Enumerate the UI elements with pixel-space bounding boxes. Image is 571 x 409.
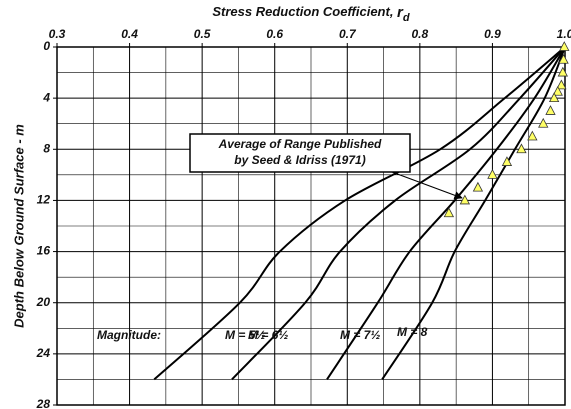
data-point [527, 130, 538, 141]
x-tick-label: 0.4 [121, 27, 138, 41]
curve-label: M = 7½ [340, 328, 380, 342]
curve [326, 46, 566, 380]
data-point [501, 156, 513, 166]
curve-label: M = 5½ [225, 328, 265, 342]
x-tick-label: 0.7 [339, 27, 357, 41]
x-tick-label: 0.6 [266, 27, 283, 41]
annotation-text: by Seed & Idriss (1971) [234, 153, 365, 167]
data-point [556, 79, 567, 90]
y-tick-label: 4 [42, 90, 50, 104]
y-axis-title: Depth Below Ground Surface - m [11, 124, 26, 328]
data-point [559, 41, 570, 51]
curve-label: M = 8 [397, 325, 428, 339]
x-tick-label: 0.8 [412, 27, 429, 41]
data-point [459, 194, 471, 205]
x-axis-title: Stress Reduction Coefficient, rd [212, 4, 410, 24]
x-tick-label: 0.3 [49, 27, 66, 41]
curve-label: M = 6½ [248, 328, 288, 342]
data-point [516, 143, 527, 154]
annotation-text: Average of Range Published [218, 137, 382, 151]
annotation-box [189, 133, 411, 173]
y-tick-label: 12 [37, 193, 51, 207]
data-point [552, 85, 563, 96]
y-tick-label: 16 [37, 244, 51, 258]
magnitude-label: Magnitude: [97, 328, 161, 342]
x-tick-label: 0.9 [484, 27, 501, 41]
data-point [443, 207, 455, 218]
y-tick-label: 0 [43, 39, 50, 53]
data-point [545, 105, 556, 115]
annotation-arrow [391, 171, 463, 200]
curve [153, 46, 566, 381]
data-point [558, 53, 569, 64]
y-tick-label: 24 [36, 346, 51, 360]
data-point [538, 117, 549, 128]
curve [381, 46, 566, 380]
data-point [557, 66, 568, 77]
x-tick-label: 0.5 [194, 27, 211, 41]
data-point [487, 169, 498, 179]
curve [231, 46, 566, 381]
y-tick-label: 28 [36, 397, 51, 409]
x-tick-label: 1.0 [557, 27, 571, 41]
data-point [548, 92, 560, 103]
y-tick-label: 20 [36, 295, 51, 309]
y-tick-label: 8 [43, 141, 50, 155]
data-point [472, 181, 484, 192]
